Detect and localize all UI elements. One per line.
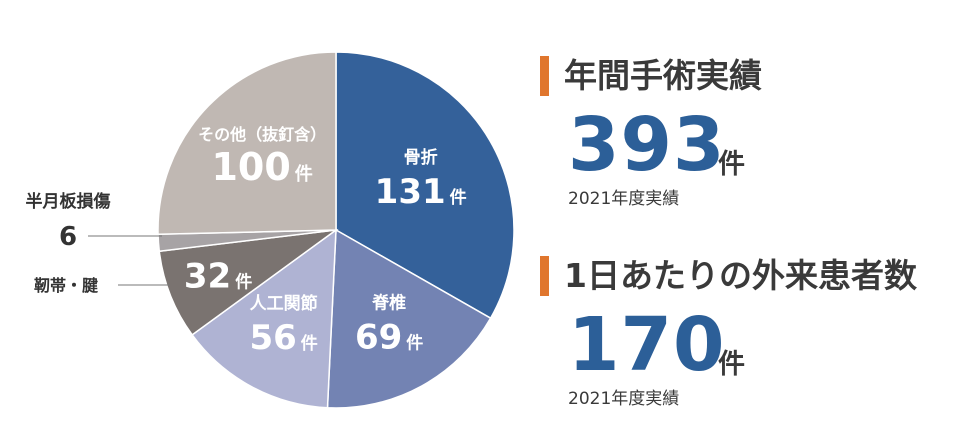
stat-number: 170	[568, 302, 726, 388]
slice-name-label: その他（抜釘含）	[198, 125, 326, 144]
slice-5	[157, 51, 337, 236]
stat-title: 年間手術実績	[564, 56, 762, 95]
slice-value-label: 56 件	[249, 318, 317, 358]
stat-note: 2021年度実績	[568, 189, 680, 209]
stat-unit: 件	[718, 149, 745, 180]
slice-name-label: 人工関節	[250, 293, 318, 314]
accent-bar	[540, 56, 549, 96]
slice-value-label: 100 件	[211, 145, 312, 189]
slice-3	[158, 228, 339, 336]
accent-bar	[540, 256, 549, 296]
slice-name-label: 靭帯・腱	[34, 276, 99, 295]
slice-0	[335, 51, 515, 320]
slice-value-label: 32 件	[184, 257, 252, 297]
slice-name-label: 半月板損傷	[26, 191, 111, 212]
slice-value-label: 6	[59, 222, 77, 252]
slice-name-label: 脊椎	[371, 293, 406, 314]
stat-title: 1日あたりの外来患者数	[564, 256, 917, 295]
stat-number: 393	[568, 102, 726, 188]
slice-value-label: 69 件	[355, 318, 423, 358]
slice-value-label: 131 件	[375, 172, 467, 212]
slice-1	[326, 228, 492, 409]
stat-note: 2021年度実績	[568, 389, 680, 409]
slice-name-label: 骨折	[404, 147, 438, 168]
stat-unit: 件	[718, 349, 745, 380]
slice-2	[191, 228, 337, 409]
